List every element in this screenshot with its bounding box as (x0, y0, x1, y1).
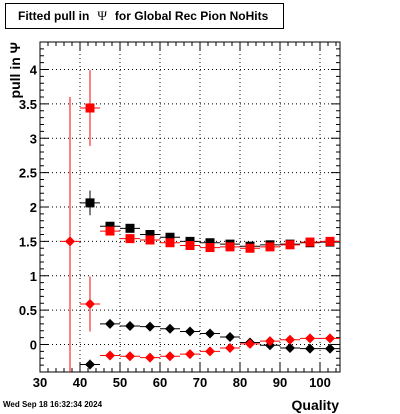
grid (40, 42, 340, 372)
data-point-diamond (245, 338, 255, 349)
data-point-square (125, 234, 135, 244)
x-tick-label: 40 (73, 375, 87, 390)
data-point-square (285, 240, 295, 250)
data-point-square (125, 223, 135, 233)
data-point-square (265, 242, 275, 252)
data-point-square (225, 242, 235, 252)
data-point-square (105, 226, 115, 236)
data-point-square (325, 236, 335, 246)
timestamp: Wed Sep 18 16:32:34 2024 (3, 400, 103, 409)
data-point-diamond (165, 323, 175, 334)
data-point-diamond (85, 359, 95, 370)
data-point-square (85, 198, 95, 208)
data-point-diamond (225, 342, 235, 353)
data-point-diamond (125, 320, 135, 331)
x-tick-label: 90 (273, 375, 287, 390)
data-point-diamond (65, 236, 75, 247)
y-tick-label: 1 (30, 269, 37, 284)
y-tick-label: 4 (30, 63, 38, 78)
data-point-square (105, 221, 115, 231)
data-point-diamond (145, 352, 155, 363)
data-point-square (205, 238, 215, 248)
data-point-diamond (325, 333, 335, 344)
data-point-diamond (285, 342, 295, 353)
data-point-square (145, 230, 155, 239)
data-point-square (165, 232, 175, 242)
data-point-diamond (185, 349, 195, 360)
y-axis-label: pull in Ψ (7, 42, 23, 98)
data-point-diamond (145, 321, 155, 332)
data-point-diamond (305, 343, 315, 354)
data-point-diamond (185, 326, 195, 337)
data-point-diamond (265, 336, 275, 347)
data-point-square (305, 237, 315, 247)
y-tick-label: 3 (30, 131, 37, 146)
data-point-diamond (205, 346, 215, 357)
y-tick-label: 2.5 (19, 166, 37, 181)
data-point-square (165, 238, 175, 248)
data-point-diamond (105, 350, 115, 361)
data-point-square (85, 103, 95, 113)
axes: 30 40 50 60 70 80 90 100 0 0.5 1 1.5 2 2.5 3 3.5 4 (19, 41, 340, 390)
data-point-square (245, 243, 255, 253)
y-tick-label: 2 (30, 200, 37, 215)
x-tick-label: 100 (309, 375, 331, 390)
y-tick-label: 0.5 (19, 303, 37, 318)
data-point-diamond (205, 328, 215, 339)
y-tick-label: 3.5 (19, 97, 37, 112)
chart-title-symbol: Ψ (97, 8, 107, 23)
data-point-diamond (85, 298, 95, 309)
data-point-diamond (285, 334, 295, 345)
x-tick-label: 50 (113, 375, 127, 390)
data-point-diamond (125, 351, 135, 362)
data-points (60, 70, 340, 372)
data-point-diamond (325, 343, 335, 354)
chart-title-prefix: Fitted pull in (18, 9, 90, 23)
data-point-square (205, 243, 215, 253)
x-axis-label: Quality (292, 397, 340, 413)
x-tick-label: 70 (193, 375, 207, 390)
chart-title: Fitted pull in Ψ for Global Rec Pion NoH… (5, 3, 284, 29)
data-point-diamond (105, 318, 115, 329)
data-point-diamond (165, 351, 175, 362)
data-point-square (185, 241, 195, 250)
data-point-diamond (305, 333, 315, 344)
y-tick-label: 1.5 (19, 234, 37, 249)
data-point-diamond (225, 331, 235, 342)
chart-title-suffix: for Global Rec Pion NoHits (114, 9, 269, 23)
y-tick-label: 0 (30, 338, 37, 353)
x-tick-label: 80 (233, 375, 247, 390)
data-point-square (145, 235, 155, 245)
x-tick-label: 60 (153, 375, 167, 390)
x-tick-label: 30 (33, 375, 47, 390)
